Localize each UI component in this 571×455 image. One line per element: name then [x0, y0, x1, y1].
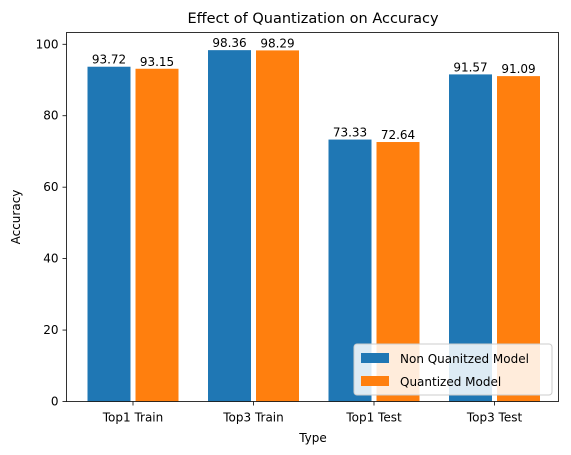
bar-non-quantized-1 [208, 50, 251, 402]
legend: Non Quanitzed Model Quantized Model [353, 343, 553, 396]
legend-swatch-non-quantized [361, 353, 389, 363]
data-label-non-quantized-1: 98.36 [212, 36, 246, 50]
y-tick-label-5: 100 [36, 37, 59, 51]
y-tick-label-0: 0 [51, 395, 59, 409]
legend-label-quantized: Quantized Model [400, 375, 501, 389]
x-tick-label-2: Top1 Test [345, 411, 402, 425]
bar-quantized-1 [256, 50, 299, 402]
data-label-quantized-1: 98.29 [260, 36, 294, 50]
plot-frame [66, 32, 559, 402]
bar-quantized-0 [135, 68, 179, 402]
legend-label-non-quantized: Non Quanitzed Model [400, 352, 529, 366]
x-tick-label-0: Top1 Train [102, 411, 164, 425]
y-tick-label-3: 60 [43, 180, 58, 194]
data-label-non-quantized-3: 91.57 [453, 60, 487, 74]
data-label-quantized-2: 72.64 [381, 128, 415, 142]
data-label-quantized-3: 91.09 [501, 62, 535, 76]
data-label-non-quantized-2: 73.33 [333, 126, 367, 140]
legend-swatch-quantized [361, 376, 389, 386]
legend-box [353, 343, 553, 396]
y-tick-label-4: 80 [43, 109, 58, 123]
chart-title: Effect of Quantization on Accuracy [187, 11, 438, 27]
x-tick-label-1: Top3 Train [222, 411, 284, 425]
x-tick-label-3: Top3 Test [466, 411, 523, 425]
bar-non-quantized-0 [87, 66, 131, 402]
y-axis-label: Accuracy [9, 190, 23, 245]
y-tick-label-2: 40 [43, 252, 58, 266]
data-label-quantized-0: 93.15 [140, 55, 174, 69]
y-tick-label-1: 20 [43, 323, 58, 337]
data-label-non-quantized-0: 93.72 [92, 53, 126, 67]
x-axis-label: Type [298, 431, 327, 445]
